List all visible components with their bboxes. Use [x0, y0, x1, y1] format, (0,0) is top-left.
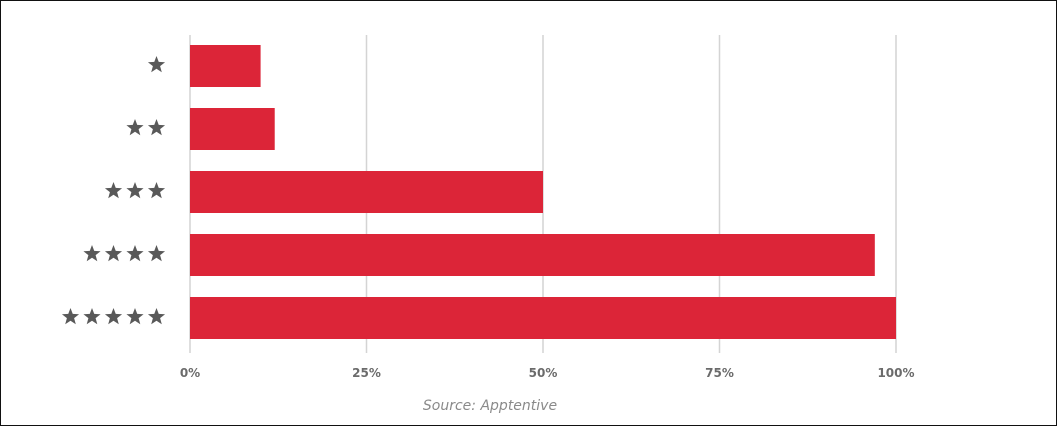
star-icon: [147, 245, 166, 262]
category-label-4-star: ★★★★: [83, 245, 166, 262]
category-labels: ★★★★★★★★★★★★★★★: [61, 56, 166, 325]
bar-5-star: [190, 297, 896, 339]
source-note: Source: Apptentive: [423, 398, 557, 414]
star-icon: [147, 119, 166, 136]
star-icon: [126, 245, 144, 262]
star-icon: [126, 119, 144, 136]
bar-4-star: [190, 234, 875, 276]
star-icon: [61, 308, 80, 325]
x-axis-ticks: 0% 25% 50% 75% 100%: [180, 366, 915, 380]
star-icon: [104, 245, 123, 262]
bars: [190, 45, 896, 339]
star-icon: [147, 182, 166, 199]
category-label-1-star: ★: [147, 56, 166, 73]
star-icon: [147, 56, 166, 73]
bar-3-star: [190, 171, 543, 213]
star-icon: [83, 245, 101, 262]
bar-1-star: [190, 45, 261, 87]
bar-2-star: [190, 108, 275, 150]
star-icon: [104, 182, 123, 199]
star-icon: [104, 308, 123, 325]
category-label-2-star: ★★: [126, 119, 166, 136]
star-icon: [83, 308, 101, 325]
x-tick-label: 25%: [352, 366, 381, 380]
category-label-5-star: ★★★★★: [61, 308, 166, 325]
star-icon: [126, 182, 144, 199]
star-icon: [126, 308, 144, 325]
x-tick-label: 0%: [180, 366, 200, 380]
category-label-3-star: ★★★: [104, 182, 166, 199]
x-tick-label: 75%: [705, 366, 734, 380]
x-tick-label: 50%: [529, 366, 558, 380]
star-icon: [147, 308, 166, 325]
x-tick-label: 100%: [877, 366, 914, 380]
